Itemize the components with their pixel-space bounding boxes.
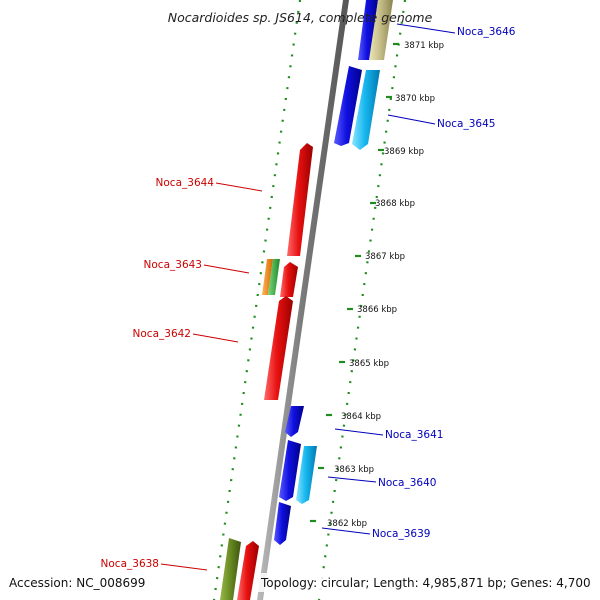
gene-label-noca-3641[interactable]: Noca_3641 [385,429,443,441]
gene-noca-3645-blue[interactable] [334,66,362,146]
kbp-label: 3868 kbp [375,199,415,209]
left-gene-labels: Noca_3644 Noca_3643 Noca_3642 Noca_3638 [101,177,263,571]
gene-label-noca-3644[interactable]: Noca_3644 [156,177,215,189]
right-gene-labels: Noca_3646 Noca_3645 Noca_3641 Noca_3640 … [321,23,516,540]
leader-line [321,527,371,535]
gene-noca-3639[interactable] [274,502,291,545]
gene-noca-3638-red[interactable] [237,541,259,600]
gene-noca-3638-olive[interactable] [220,538,241,600]
gene-noca-3642[interactable] [264,296,293,400]
accession-text: Accession: NC_008699 [9,576,145,590]
gene-label-noca-3640[interactable]: Noca_3640 [378,477,436,489]
reverse-strand-genes [220,143,313,600]
kbp-label: 3870 kbp [395,94,435,104]
leader-line [215,182,263,192]
leader-line [396,23,456,34]
gene-noca-3646-blue[interactable] [358,0,378,60]
kbp-label: 3866 kbp [357,305,397,315]
genome-backbone [257,0,349,600]
gene-label-noca-3646[interactable]: Noca_3646 [457,26,516,38]
gene-label-noca-3639[interactable]: Noca_3639 [372,528,430,540]
gene-noca-3640-cyan[interactable] [296,446,317,504]
gene-label-noca-3643[interactable]: Noca_3643 [144,259,202,271]
gene-noca-3643-red[interactable] [280,262,298,297]
leader-line [203,264,250,274]
gene-noca-3640-blue[interactable] [279,440,301,501]
gene-noca-3646-khaki[interactable] [369,0,393,60]
leader-line [387,114,436,125]
gene-noca-3645-cyan[interactable] [352,70,380,150]
kbp-label: 3864 kbp [341,412,381,422]
leader-line [327,476,377,483]
kbp-label: 3871 kbp [404,41,444,51]
footer-right-backing [258,573,594,592]
gene-noca-3641[interactable] [285,406,304,437]
topology-text: Topology: circular; Length: 4,985,871 bp… [260,576,591,590]
kbp-label: 3865 kbp [349,359,389,369]
kbp-label: 3869 kbp [384,147,424,157]
gene-noca-3644[interactable] [287,143,313,256]
genome-title: Nocardioides sp. JS614, complete genome [168,10,433,25]
gene-label-noca-3638[interactable]: Noca_3638 [101,558,159,570]
kbp-label: 3863 kbp [334,465,374,475]
kbp-scale: 3871 kbp 3870 kbp 3869 kbp 3868 kbp 3867… [310,41,444,529]
kbp-label: 3862 kbp [327,519,367,529]
leader-line [160,563,208,571]
leader-line [334,428,384,436]
gene-label-noca-3642[interactable]: Noca_3642 [133,328,191,340]
leader-line [192,333,239,343]
kbp-label: 3867 kbp [365,252,405,262]
footer-left-backing [6,573,156,592]
forward-strand-genes [274,0,393,545]
gene-label-noca-3645[interactable]: Noca_3645 [437,118,495,130]
gene-noca-3643-green[interactable] [268,259,280,295]
gene-noca-3643-orange[interactable] [262,259,273,295]
